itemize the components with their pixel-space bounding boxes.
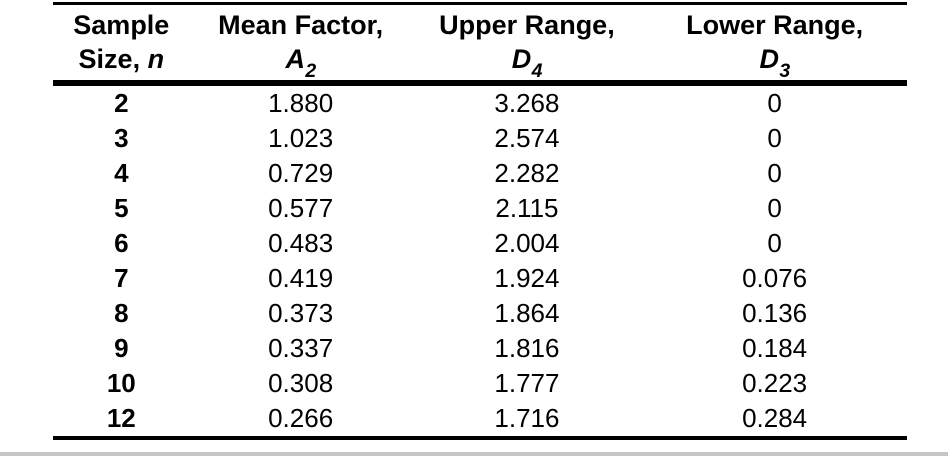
table-row: 4 0.729 2.282 0 — [53, 156, 907, 191]
cell-d3: 0.136 — [742, 298, 808, 328]
cell-d4: 2.115 — [495, 193, 559, 223]
cell-sample-size: 12 — [106, 403, 136, 433]
column-header-mean-factor: Mean Factor, A2 — [190, 4, 412, 84]
header-line1: Mean Factor, — [218, 10, 384, 40]
symbol-d3: D3 — [759, 44, 791, 83]
cell-a2: 0.373 — [268, 298, 334, 328]
cell-d3: 0.184 — [742, 333, 808, 363]
cell-a2: 0.419 — [268, 263, 334, 293]
header-line1: Lower Range, — [686, 10, 864, 40]
cell-a2: 0.337 — [268, 333, 334, 363]
cell-d3: 0 — [767, 123, 782, 153]
header-line1: Upper Range, — [439, 10, 615, 40]
symbol-a2: A2 — [285, 44, 317, 83]
cell-sample-size: 6 — [114, 228, 129, 258]
cell-d3: 0 — [767, 193, 782, 223]
table-row: 7 0.419 1.924 0.076 — [53, 261, 907, 296]
cell-d3: 0.076 — [742, 263, 808, 293]
cell-a2: 0.308 — [268, 368, 334, 398]
table-row: 9 0.337 1.816 0.184 — [53, 331, 907, 366]
header-line1: Sample — [73, 10, 170, 40]
symbol-n: n — [147, 44, 165, 74]
cell-sample-size: 2 — [114, 88, 129, 118]
cell-d3: 0.223 — [742, 368, 808, 398]
cell-sample-size: 5 — [114, 193, 129, 223]
cell-sample-size: 7 — [114, 263, 129, 293]
table-row: 2 1.880 3.268 0 — [53, 83, 907, 121]
table-row: 10 0.308 1.777 0.223 — [53, 366, 907, 401]
cell-a2: 0.729 — [268, 158, 334, 188]
table-row: 3 1.023 2.574 0 — [53, 121, 907, 156]
cell-d4: 1.864 — [494, 298, 560, 328]
column-header-sample-size: Sample Size, n — [53, 4, 190, 84]
symbol-d4: D4 — [511, 44, 543, 83]
cell-d4: 1.816 — [494, 333, 560, 363]
cell-d3: 0 — [767, 228, 782, 258]
cell-d4: 2.004 — [494, 228, 560, 258]
header-row: Sample Size, n Mean Factor, A2 Upper Ran… — [53, 3, 907, 84]
column-header-upper-range: Upper Range, D4 — [412, 4, 643, 84]
cell-a2: 1.880 — [268, 88, 334, 118]
table-row: 5 0.577 2.115 0 — [53, 191, 907, 226]
control-chart-constants-table: Sample Size, n Mean Factor, A2 Upper Ran… — [53, 2, 907, 440]
bottom-edge-band — [0, 452, 948, 456]
table-row: 6 0.483 2.004 0 — [53, 226, 907, 261]
cell-sample-size: 4 — [114, 158, 129, 188]
cell-d4: 1.777 — [494, 368, 560, 398]
cell-d4: 1.924 — [494, 263, 560, 293]
cell-d4: 3.268 — [494, 88, 560, 118]
cell-sample-size: 10 — [106, 368, 136, 398]
cell-sample-size: 8 — [114, 298, 129, 328]
cell-d4: 2.574 — [494, 123, 560, 153]
cell-d3: 0 — [767, 158, 782, 188]
cell-a2: 0.266 — [268, 403, 334, 433]
cell-d3: 0 — [767, 88, 782, 118]
cell-d4: 2.282 — [494, 158, 560, 188]
header-line2: Size, n — [78, 44, 165, 74]
table-row: 12 0.266 1.716 0.284 — [53, 401, 907, 438]
cell-sample-size: 3 — [114, 123, 129, 153]
cell-d4: 1.716 — [494, 403, 560, 433]
table-row: 8 0.373 1.864 0.136 — [53, 296, 907, 331]
cell-d3: 0.284 — [742, 403, 808, 433]
cell-a2: 0.483 — [268, 228, 334, 258]
cell-a2: 0.577 — [268, 193, 334, 223]
cell-a2: 1.023 — [268, 123, 334, 153]
column-header-lower-range: Lower Range, D3 — [642, 4, 907, 84]
cell-sample-size: 9 — [114, 333, 129, 363]
